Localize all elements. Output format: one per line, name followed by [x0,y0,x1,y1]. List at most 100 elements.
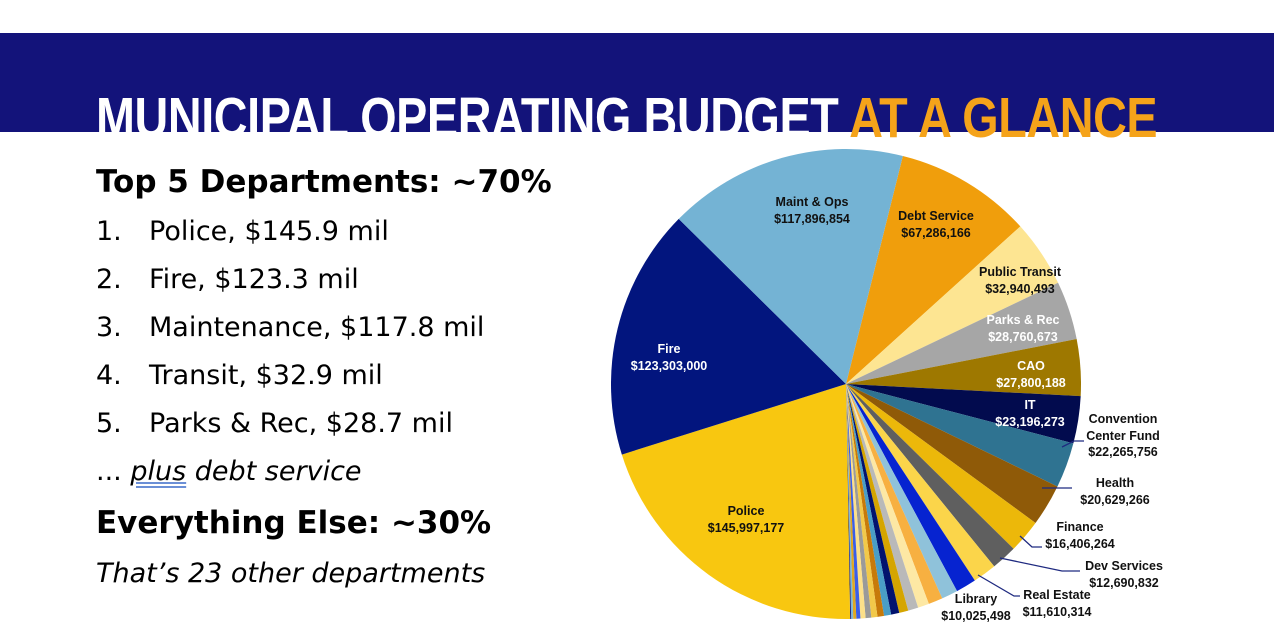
pie-slice-public-transit [846,226,1059,384]
pie-slice [846,384,854,619]
pie-slice-fire [611,218,846,455]
slice-label: Convention [1088,412,1158,426]
pie-slice [846,384,929,608]
plus-word: plus [130,456,187,487]
slice-label: Police [727,504,765,518]
list-item: 4. Transit, $32.9 mil [96,360,383,391]
label-real-estate: Real Estate $11,610,314 [1023,587,1092,620]
slice-value: $16,406,264 [1045,536,1115,551]
pie-slice [846,384,857,619]
slice-value: $23,196,273 [995,414,1065,429]
slice-value: $67,286,166 [901,225,971,240]
list-number: 3. [96,312,122,343]
list-number: 4. [96,360,122,391]
pie-slice [846,384,885,617]
pie-slice [846,384,919,611]
list-item: 1. Police, $145.9 mil [96,216,389,247]
list-item: 3. Maintenance, $117.8 mil [96,312,484,343]
plus-debt-line: ... plus debt service [96,456,362,487]
title-main: MUNICIPAL OPERATING BUDGET [96,86,839,150]
label-debt-service: Debt Service $67,286,166 [898,208,974,241]
pie-slice-parks-rec [846,282,1077,384]
pie-slice [846,384,909,613]
pie-slice-dev-services [846,384,1014,567]
pie-slice [846,384,878,618]
slice-label: Finance [1056,520,1104,534]
list-number: 2. [96,264,122,295]
label-health: Health $20,629,266 [1080,475,1150,508]
label-finance: Finance $16,406,264 [1045,519,1115,552]
slice-value: $12,690,832 [1089,575,1159,590]
slice-value: $145,997,177 [707,520,785,535]
label-fire: Fire $123,303,000 [631,341,707,374]
leader-lines [977,440,1084,597]
slice-value: $32,940,493 [985,281,1055,296]
slice-value: $28,760,673 [988,329,1058,344]
slice-label: IT [1024,398,1036,412]
label-convention-center: Convention Center Fund $22,265,756 [1086,411,1160,461]
label-cao: CAO $27,800,188 [996,358,1066,391]
label-police: Police $145,997,177 [708,503,784,536]
pie-slice [846,384,852,619]
label-dev-services: Dev Services $12,690,832 [1085,558,1163,591]
label-it: IT $23,196,273 [995,397,1065,430]
slice-label: CAO [1017,359,1045,373]
slice-label: Health [1095,476,1135,490]
else-note: That’s 23 other departments [96,558,486,589]
pie-slice-health [846,384,1058,523]
slice-value: $11,610,314 [1022,604,1092,619]
pie-slice-convention-center-fund [846,384,1074,487]
pie-slice-maint-ops [678,149,903,384]
plus-rest: debt service [186,456,362,487]
leader-line-dev-services [999,557,1080,572]
slice-label: Library [954,592,998,606]
pie-slice [846,384,900,615]
pie-slice [846,384,861,619]
pie-slice-real-estate [846,384,995,581]
page-title: MUNICIPAL OPERATING BUDGET AT A GLANCE [96,85,1158,151]
list-item: 5. Parks & Rec, $28.7 mil [96,408,453,439]
slice-value: $27,800,188 [996,375,1066,390]
list-item: 2. Fire, $123.3 mil [96,264,359,295]
pie-slice-it [846,384,1081,444]
label-maint-ops: Maint & Ops $117,896,854 [774,194,850,227]
else-heading: Everything Else: ~30% [96,505,492,541]
slice-value: $20,629,266 [1080,492,1150,507]
list-text: Police, $145.9 mil [149,216,389,247]
leader-line-finance [1019,535,1042,548]
pie-slice-cao [846,339,1081,397]
list-text: Parks & Rec, $28.7 mil [149,408,453,439]
slice-label: Public Transit [979,265,1061,279]
slice-label: Dev Services [1085,559,1163,573]
pie-slice-police [621,384,851,619]
title-banner: MUNICIPAL OPERATING BUDGET AT A GLANCE [0,33,1274,150]
list-text: Transit, $32.9 mil [149,360,383,391]
top5-heading: Top 5 Departments: ~70% [96,164,552,200]
pie-slice [846,384,892,616]
slice-value: $117,896,854 [774,211,850,226]
list-text: Maintenance, $117.8 mil [149,312,485,343]
slice-value: $22,265,756 [1088,445,1158,459]
slice-value: $10,025,498 [941,608,1011,623]
ellipsis: ... [96,456,131,487]
list-number: 5. [96,408,122,439]
slice-label: Parks & Rec [986,313,1060,327]
label-library: Library $10,025,498 [941,591,1011,624]
pie-slice-finance [846,384,1036,549]
leader-line-convention [1061,440,1084,448]
pie-slice-debt-service [846,155,1021,384]
pie-slice-library [846,384,975,592]
pie-slice [846,384,866,619]
slice-label: Maint & Ops [775,195,849,209]
list-text: Fire, $123.3 mil [149,264,359,295]
slice-label-2: Center Fund [1086,428,1160,443]
title-accent: AT A GLANCE [849,86,1158,150]
pie-slice [846,384,872,619]
pie-slice [846,384,958,599]
slice-label: Debt Service [898,209,974,223]
slice-label: Fire [657,342,681,356]
list-number: 1. [96,216,122,247]
label-public-transit: Public Transit $32,940,493 [979,264,1061,297]
slice-value: $123,303,000 [630,358,708,373]
